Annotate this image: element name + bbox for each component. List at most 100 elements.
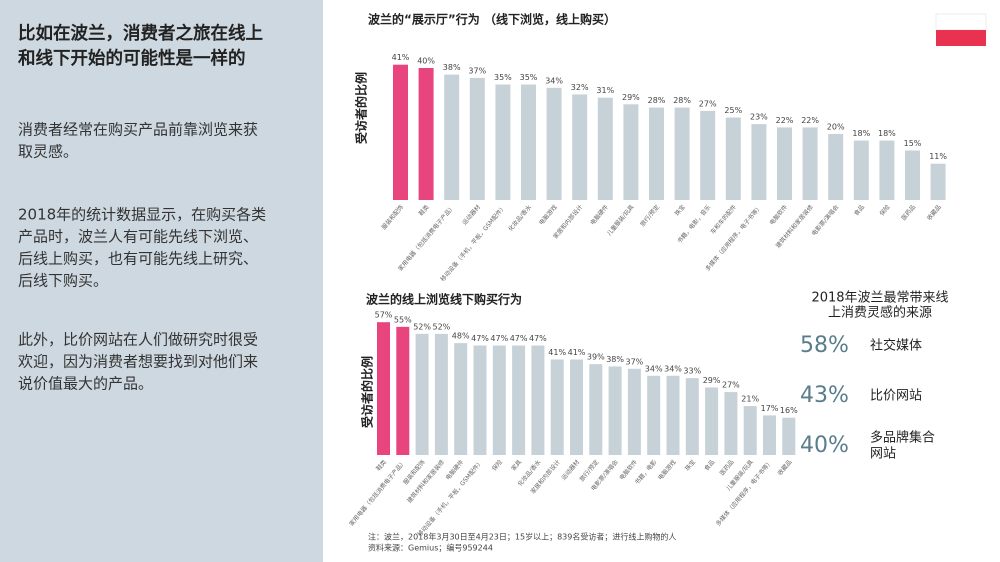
stat-label: 比价网站 bbox=[870, 389, 922, 404]
bar bbox=[608, 366, 622, 455]
value-label: 35% bbox=[520, 73, 538, 82]
bar bbox=[454, 343, 468, 455]
y-axis-label: 受访者的比例 bbox=[354, 72, 369, 144]
body-text: 2018年的统计数据显示，在购买各类 bbox=[18, 206, 266, 224]
value-label: 35% bbox=[494, 73, 512, 82]
value-label: 20% bbox=[827, 123, 845, 132]
bar bbox=[550, 359, 564, 455]
bar bbox=[685, 378, 699, 455]
bar bbox=[521, 84, 536, 200]
value-label: 27% bbox=[722, 381, 740, 390]
value-label: 18% bbox=[878, 129, 896, 138]
bar bbox=[512, 345, 526, 455]
bar bbox=[705, 387, 719, 455]
stat-value: 58% bbox=[800, 333, 849, 358]
value-label: 47% bbox=[490, 334, 508, 343]
bar bbox=[589, 364, 603, 455]
value-label: 31% bbox=[596, 86, 614, 95]
bar bbox=[531, 345, 545, 455]
value-label: 52% bbox=[413, 322, 431, 331]
bar bbox=[444, 74, 460, 200]
bar bbox=[396, 326, 410, 455]
sources-title: 上消费灵感的来源 bbox=[828, 305, 932, 321]
value-label: 29% bbox=[622, 93, 640, 102]
bar bbox=[674, 107, 690, 200]
value-label: 16% bbox=[780, 406, 798, 415]
bar bbox=[572, 94, 588, 200]
stat-value: 43% bbox=[800, 383, 849, 408]
stat-label: 社交媒体 bbox=[870, 338, 922, 354]
slide-title: 比如在波兰，消费者之旅在线上 bbox=[18, 23, 263, 44]
sources-title: 2018年波兰最常带来线 bbox=[811, 291, 948, 306]
bar bbox=[782, 417, 796, 455]
value-label: 37% bbox=[468, 66, 486, 75]
bar bbox=[649, 107, 664, 200]
value-label: 33% bbox=[683, 367, 701, 376]
value-label: 22% bbox=[776, 116, 794, 125]
bar bbox=[623, 104, 639, 200]
bar bbox=[415, 333, 429, 455]
value-label: 21% bbox=[741, 395, 759, 404]
value-label: 11% bbox=[929, 152, 947, 161]
body-text: 消费者经常在购买产品前靠浏览来获 bbox=[18, 121, 258, 139]
value-label: 47% bbox=[510, 334, 528, 343]
value-label: 25% bbox=[724, 106, 742, 115]
chart-title: 波兰的线上浏览线下购买行为 bbox=[366, 292, 522, 307]
body-text: 后线上购买，也有可能先线上研究、 bbox=[18, 250, 258, 268]
bar bbox=[434, 333, 448, 455]
value-label: 29% bbox=[703, 376, 721, 385]
stat-label: 多品牌集合 bbox=[870, 430, 935, 446]
body-text: 后线下购买。 bbox=[18, 272, 108, 290]
bar bbox=[473, 345, 487, 455]
footnote: 资料来源：Gemius；编号959244 bbox=[368, 543, 493, 553]
value-label: 34% bbox=[645, 364, 663, 373]
value-label: 48% bbox=[452, 332, 470, 341]
value-label: 57% bbox=[375, 311, 393, 320]
poland-flag bbox=[935, 13, 987, 46]
bar bbox=[777, 127, 792, 200]
bar bbox=[597, 97, 613, 200]
bar bbox=[570, 359, 583, 455]
body-text: 产品时，波兰人有可能先线下浏览、 bbox=[18, 228, 258, 246]
bar bbox=[377, 322, 390, 455]
value-label: 34% bbox=[664, 364, 682, 373]
value-label: 41% bbox=[548, 348, 566, 357]
value-label: 41% bbox=[392, 53, 410, 62]
body-text: 欢迎，因为消费者想要找到对他们来 bbox=[18, 353, 258, 371]
value-label: 28% bbox=[673, 96, 691, 105]
bar bbox=[828, 134, 844, 200]
value-label: 47% bbox=[529, 334, 547, 343]
value-label: 37% bbox=[626, 357, 644, 366]
slide-title: 和线下开始的可能性是一样的 bbox=[18, 48, 246, 69]
value-label: 52% bbox=[433, 322, 451, 331]
value-label: 23% bbox=[750, 113, 768, 122]
value-label: 32% bbox=[571, 83, 589, 92]
body-text: 说价值最大的产品。 bbox=[18, 375, 153, 393]
y-axis-label: 受访者的比例 bbox=[360, 356, 375, 428]
bar bbox=[802, 127, 818, 200]
bar bbox=[418, 68, 434, 200]
stat-label: 网站 bbox=[870, 447, 896, 462]
value-label: 40% bbox=[417, 57, 435, 66]
value-label: 18% bbox=[852, 129, 870, 138]
bar bbox=[700, 110, 716, 200]
bar bbox=[393, 64, 408, 200]
bar bbox=[469, 77, 485, 200]
bar bbox=[647, 375, 661, 455]
bar bbox=[763, 415, 776, 455]
footnote: 注：波兰，2018年3月30日至4月23日；15岁以上；839名受访者；进行线上… bbox=[368, 532, 676, 542]
value-label: 27% bbox=[699, 99, 717, 108]
bar bbox=[930, 163, 946, 200]
stat-value: 40% bbox=[800, 433, 849, 458]
bar bbox=[492, 345, 506, 455]
value-label: 34% bbox=[545, 76, 563, 85]
value-label: 41% bbox=[568, 348, 586, 357]
value-label: 15% bbox=[904, 139, 922, 148]
bar bbox=[905, 150, 920, 200]
value-label: 55% bbox=[394, 315, 412, 324]
value-label: 28% bbox=[648, 96, 666, 105]
value-label: 22% bbox=[801, 116, 819, 125]
bar bbox=[743, 406, 757, 455]
value-label: 39% bbox=[587, 353, 605, 362]
